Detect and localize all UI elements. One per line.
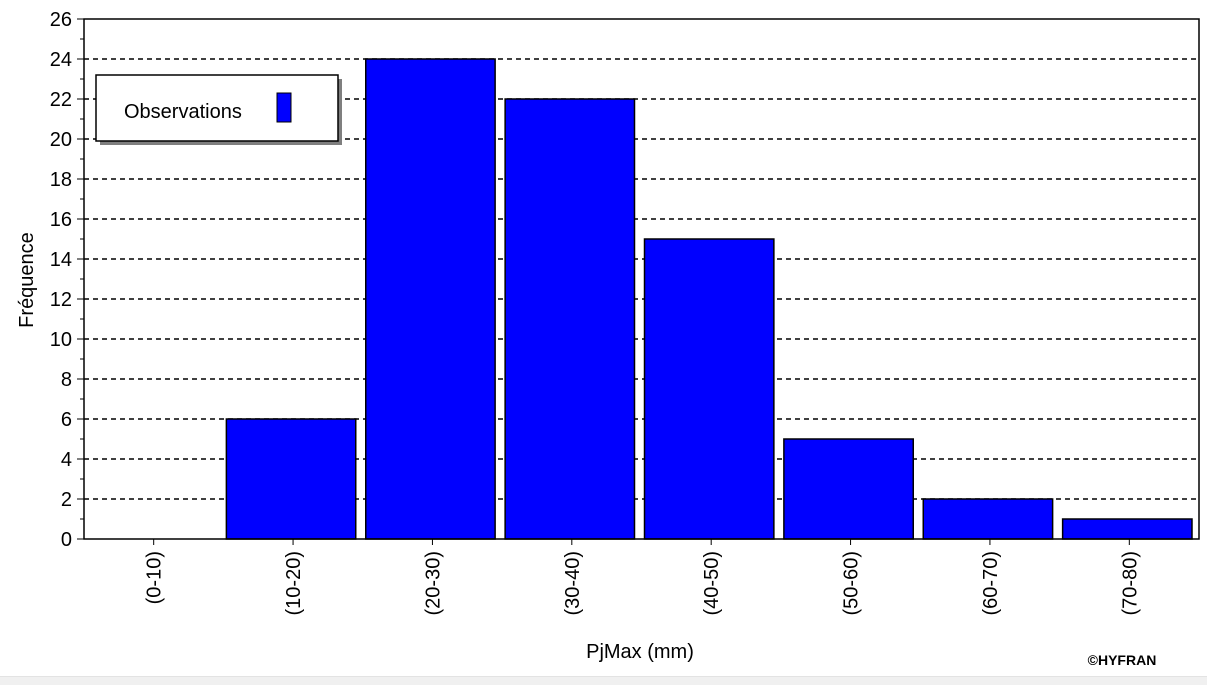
bars (225, 58, 1193, 540)
y-tick-label: 0 (61, 529, 72, 551)
bar-30-40 (504, 98, 636, 540)
x-tick-label: (10-20) (283, 551, 305, 615)
bar-70-80 (1061, 518, 1193, 540)
footer-strip (0, 676, 1207, 685)
x-tick-label: (40-50) (701, 551, 723, 615)
y-axis-title: Fréquence (16, 232, 38, 328)
y-tick-label: 24 (50, 49, 72, 71)
bar-10-20 (225, 418, 357, 540)
y-tick-label: 10 (50, 329, 72, 351)
y-tick-label: 22 (50, 89, 72, 111)
y-tick-label: 8 (61, 369, 72, 391)
y-tick-label: 20 (50, 129, 72, 151)
bar-50-60 (783, 438, 914, 540)
x-tick-label: (0-10) (144, 551, 166, 604)
y-tick-label: 18 (50, 169, 72, 191)
x-tick-label: (30-40) (562, 551, 584, 615)
y-tick-label: 14 (50, 249, 72, 271)
y-tick-label: 2 (61, 489, 72, 511)
y-tick-label: 16 (50, 209, 72, 231)
legend-box (95, 74, 339, 142)
x-tick-label: (70-80) (1119, 551, 1141, 615)
y-tick-label: 12 (50, 289, 72, 311)
y-tick-label: 6 (61, 409, 72, 431)
legend-label: Observations (124, 101, 242, 123)
axes (77, 18, 1200, 545)
x-tick-labels: (0-10) (10-20) (20-30) (30-40) (40-50) (50-60… (144, 551, 1142, 615)
credit-text: ©HYFRAN (1088, 652, 1157, 668)
bar-20-30 (365, 58, 496, 540)
y-tick-label: 4 (61, 449, 72, 471)
x-tick-label: (20-30) (422, 551, 444, 615)
legend: Observations (95, 74, 342, 145)
bar-40-50 (643, 238, 775, 540)
x-tick-label: (50-60) (841, 551, 863, 615)
y-tick-label: 26 (50, 9, 72, 31)
x-tick-label: (60-70) (980, 551, 1002, 615)
x-axis-title: PjMax (mm) (586, 641, 694, 663)
bar-60-70 (922, 498, 1054, 540)
legend-swatch (276, 92, 292, 123)
